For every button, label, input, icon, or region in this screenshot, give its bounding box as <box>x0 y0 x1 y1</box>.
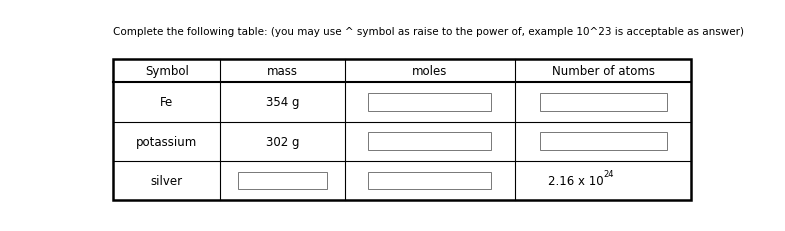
Bar <box>368 94 491 111</box>
Text: Fe: Fe <box>160 96 173 109</box>
Text: potassium: potassium <box>136 135 197 148</box>
Text: mass: mass <box>267 65 298 78</box>
Bar <box>540 94 666 111</box>
Text: 302 g: 302 g <box>265 135 299 148</box>
Bar <box>238 172 327 189</box>
Text: 354 g: 354 g <box>265 96 299 109</box>
Bar <box>540 133 666 150</box>
Bar <box>368 172 491 189</box>
Bar <box>368 133 491 150</box>
Text: moles: moles <box>412 65 447 78</box>
Text: Symbol: Symbol <box>145 65 188 78</box>
Text: 24: 24 <box>603 169 614 178</box>
Text: Complete the following table: (you may use ^ symbol as raise to the power of, ex: Complete the following table: (you may u… <box>113 27 744 37</box>
Text: 2.16 x 10: 2.16 x 10 <box>547 174 603 187</box>
Text: silver: silver <box>151 174 183 187</box>
Bar <box>113 60 692 200</box>
Text: Number of atoms: Number of atoms <box>552 65 655 78</box>
